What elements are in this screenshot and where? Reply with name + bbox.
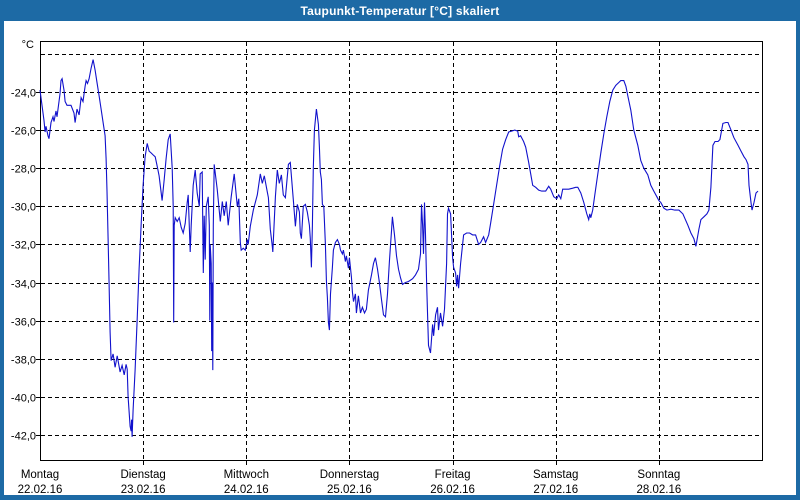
x-day-label: Montag bbox=[21, 469, 59, 481]
x-date-label: 25.02.16 bbox=[327, 484, 372, 496]
chart-background bbox=[4, 21, 796, 495]
x-date-label: 24.02.16 bbox=[224, 484, 269, 496]
y-tick-label: -30,0 bbox=[11, 202, 36, 214]
y-tick-label: -26,0 bbox=[11, 126, 36, 138]
x-date-label: 22.02.16 bbox=[18, 484, 63, 496]
y-tick-label: -34,0 bbox=[11, 279, 36, 291]
x-date-label: 26.02.16 bbox=[430, 484, 475, 496]
y-tick-label: -36,0 bbox=[11, 317, 36, 329]
x-day-label: Mittwoch bbox=[224, 469, 269, 481]
x-day-label: Samstag bbox=[533, 469, 578, 481]
x-date-label: 28.02.16 bbox=[636, 484, 681, 496]
y-tick-label: -24,0 bbox=[11, 88, 36, 100]
y-tick-label: -42,0 bbox=[11, 431, 36, 443]
y-axis-unit-label: °C bbox=[22, 39, 34, 51]
x-date-label: 27.02.16 bbox=[533, 484, 578, 496]
window-title-bar: Taupunkt-Temperatur [°C] skaliert bbox=[0, 0, 800, 21]
y-tick-label: -38,0 bbox=[11, 355, 36, 367]
x-day-label: Dienstag bbox=[120, 469, 165, 481]
x-date-label: 23.02.16 bbox=[121, 484, 166, 496]
y-tick-label: -40,0 bbox=[11, 393, 36, 405]
x-day-label: Sonntag bbox=[637, 469, 680, 481]
y-tick-label: -28,0 bbox=[11, 164, 36, 176]
window-title: Taupunkt-Temperatur [°C] skaliert bbox=[300, 3, 500, 18]
temperature-line bbox=[39, 59, 759, 437]
x-day-label: Donnerstag bbox=[320, 469, 379, 481]
plot-border bbox=[40, 41, 763, 461]
y-tick-label: -32,0 bbox=[11, 240, 36, 252]
x-day-label: Freitag bbox=[435, 469, 471, 481]
